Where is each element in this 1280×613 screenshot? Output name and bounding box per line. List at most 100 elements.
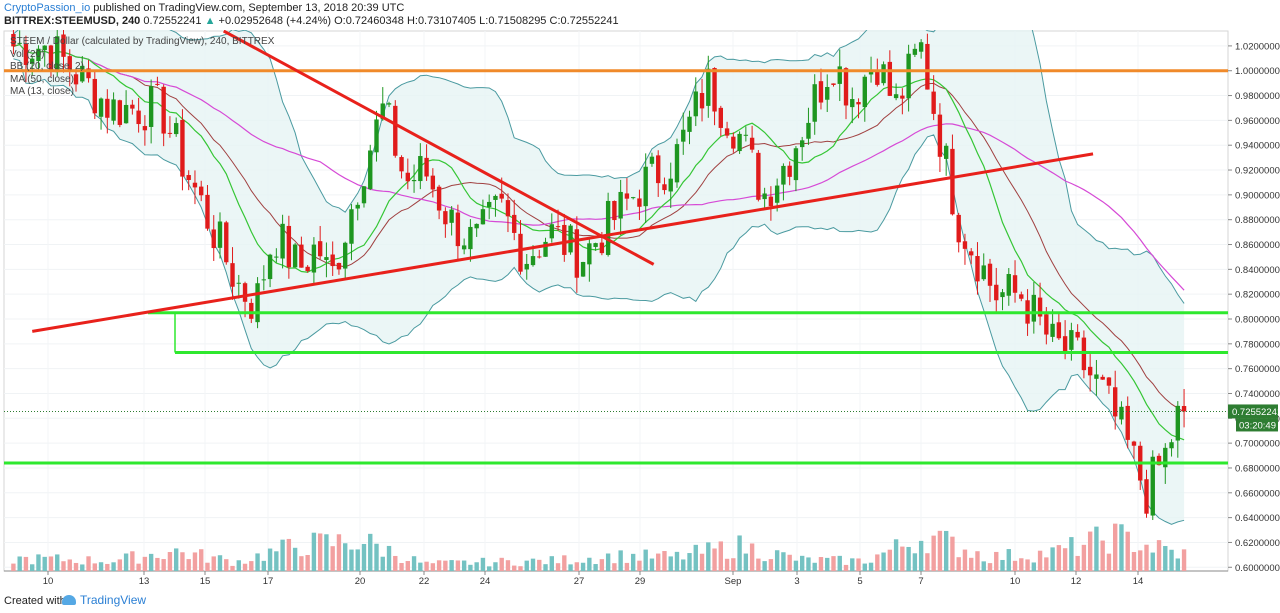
candle-body[interactable] [67,56,72,72]
candle-body[interactable] [374,119,379,153]
candle-body[interactable] [706,68,711,106]
candle-body[interactable] [637,198,642,207]
candle-body[interactable] [393,105,398,156]
candle-body[interactable] [98,98,104,117]
candle-body[interactable] [1056,322,1062,339]
candle-body[interactable] [123,104,129,124]
candle-body[interactable] [543,241,548,257]
candle-body[interactable] [180,119,185,177]
candle-body[interactable] [173,123,179,135]
candle-body[interactable] [1050,323,1055,337]
candle-body[interactable] [962,241,968,249]
candle-body[interactable] [411,179,417,182]
candle-body[interactable] [580,261,586,277]
candle-body[interactable] [630,197,636,199]
candle-body[interactable] [906,53,911,99]
candle-body[interactable] [255,283,260,323]
candle-body[interactable] [274,256,279,258]
candle-body[interactable] [455,212,461,247]
candle-body[interactable] [868,70,874,75]
candle-body[interactable] [875,70,880,85]
candle-body[interactable] [1150,456,1155,516]
candle-body[interactable] [568,225,573,253]
candle-body[interactable] [900,95,905,99]
candle-body[interactable] [405,172,410,182]
candle-body[interactable] [1031,294,1037,322]
candle-body[interactable] [55,36,60,73]
candle-body[interactable] [186,175,191,180]
candle-body[interactable] [1087,366,1093,376]
candle-body[interactable] [86,68,91,79]
candle-body[interactable] [267,254,273,280]
candle-body[interactable] [555,226,561,228]
candle-body[interactable] [1000,292,1005,298]
candle-body[interactable] [336,262,342,270]
candle-body[interactable] [931,91,936,114]
candle-body[interactable] [831,83,836,85]
candle-body[interactable] [1019,294,1024,299]
candle-body[interactable] [1131,441,1137,446]
candle-body[interactable] [130,104,135,109]
candle-body[interactable] [48,45,54,70]
candle-body[interactable] [136,110,141,125]
tradingview-logo[interactable]: TradingView [62,593,146,607]
candle-body[interactable] [161,86,166,134]
candle-body[interactable] [311,244,317,273]
candle-body[interactable] [199,186,204,196]
candle-body[interactable] [793,148,799,181]
candle-body[interactable] [743,134,749,136]
candle-body[interactable] [512,214,517,233]
candle-body[interactable] [230,263,235,287]
candle-body[interactable] [361,186,367,204]
candle-body[interactable] [167,132,173,134]
candle-body[interactable] [330,254,335,267]
candle-body[interactable] [624,193,630,199]
candle-body[interactable] [1075,331,1080,338]
candle-body[interactable] [148,86,154,127]
candle-body[interactable] [217,221,223,248]
candle-body[interactable] [981,265,986,280]
candle-body[interactable] [649,156,655,164]
candle-body[interactable] [818,81,824,103]
candle-body[interactable] [449,209,454,223]
candle-body[interactable] [912,48,918,55]
candle-body[interactable] [499,193,504,199]
candle-body[interactable] [292,244,298,268]
candle-body[interactable] [843,68,849,106]
candle-body[interactable] [662,184,667,191]
candle-body[interactable] [643,166,648,207]
candle-body[interactable] [599,242,605,254]
candle-body[interactable] [211,229,216,249]
candle-body[interactable] [956,214,961,243]
candle-body[interactable] [593,243,598,247]
candle-body[interactable] [618,191,623,219]
candle-body[interactable] [105,98,110,118]
candle-body[interactable] [1094,374,1099,379]
candle-body[interactable] [518,233,523,272]
candle-body[interactable] [800,140,805,148]
candle-body[interactable] [612,200,617,221]
candle-body[interactable] [756,152,761,200]
trend-line[interactable] [31,152,1094,333]
candle-body[interactable] [925,43,930,90]
candle-body[interactable] [1069,330,1074,350]
candle-body[interactable] [249,302,254,319]
candle-body[interactable] [224,222,229,263]
candle-body[interactable] [36,48,41,62]
candle-body[interactable] [192,182,198,188]
candle-body[interactable] [461,245,467,250]
candle-body[interactable] [737,133,742,152]
candle-body[interactable] [343,242,348,269]
candle-body[interactable] [574,229,580,278]
candle-body[interactable] [117,100,123,125]
candle-body[interactable] [681,129,686,142]
candle-body[interactable] [299,244,304,268]
candle-body[interactable] [349,209,354,244]
candle-body[interactable] [850,99,855,108]
candle-body[interactable] [994,284,999,301]
candle-body[interactable] [305,266,310,272]
candle-body[interactable] [787,165,792,177]
candle-body[interactable] [142,126,148,131]
candle-body[interactable] [950,148,955,215]
